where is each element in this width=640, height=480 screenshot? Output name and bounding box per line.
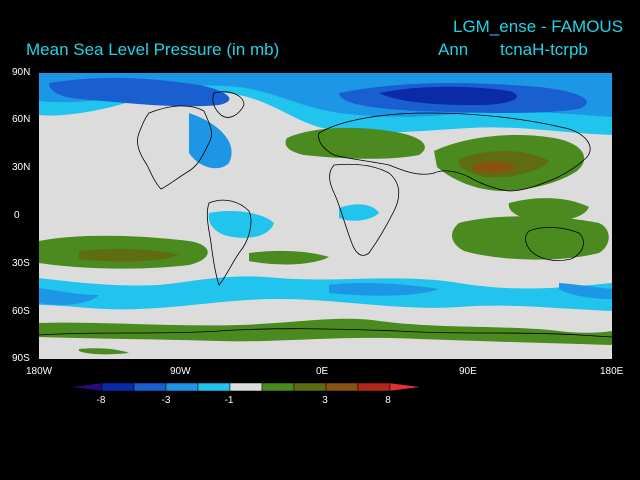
colorbar-cell <box>229 382 263 392</box>
experiment-title: LGM_ense - FAMOUS <box>453 17 624 36</box>
y-tick-0: 0 <box>14 210 20 221</box>
pressure-anomaly-map <box>39 73 612 359</box>
arctic-deep-low <box>379 86 518 105</box>
x-tick-90w: 90W <box>170 366 191 377</box>
africa-coast <box>329 163 400 256</box>
colorbar-cell <box>357 382 391 392</box>
amazon-low <box>208 211 274 238</box>
y-tick-30s: 30S <box>12 258 30 269</box>
x-tick-0e: 0E <box>316 366 329 377</box>
coastlines <box>39 91 612 338</box>
indian-ocean-high <box>452 216 609 260</box>
colorbar-cell <box>70 382 103 392</box>
colorbar-cell <box>293 382 327 392</box>
south-pacific-high-core <box>79 248 179 262</box>
southern-ocean-low <box>39 276 612 311</box>
north-america-coast <box>137 105 212 190</box>
antarctica-coast <box>39 328 612 338</box>
colorbar <box>70 382 423 392</box>
negative-anomaly-regions <box>39 73 612 338</box>
greenland-coast <box>212 91 245 118</box>
colorbar-label-neg1: -1 <box>224 395 234 406</box>
tibet-high-core <box>474 161 517 174</box>
y-tick-90s: 90S <box>12 353 30 364</box>
positive-anomaly-regions <box>39 127 612 355</box>
colorbar-label-3: 3 <box>322 395 328 406</box>
colorbar-cell <box>133 382 167 392</box>
antarctic-high <box>39 318 612 345</box>
map-canvas <box>39 73 612 355</box>
europe-high <box>285 127 425 159</box>
map-title: Mean Sea Level Pressure (in mb) <box>26 40 280 59</box>
colorbar-cell <box>389 382 423 392</box>
x-tick-180e: 180E <box>600 366 624 377</box>
australia-high <box>508 198 589 222</box>
y-tick-60s: 60S <box>12 306 30 317</box>
colorbar-cell <box>325 382 359 392</box>
x-tick-90e: 90E <box>459 366 477 377</box>
colorbar-cell <box>261 382 295 392</box>
difference-label: tcnaH-tcrpb <box>500 40 588 59</box>
africa-low <box>339 204 379 221</box>
eurasia-coast <box>318 112 591 192</box>
australia-coast <box>525 227 584 261</box>
colorbar-cell <box>101 382 135 392</box>
south-atlantic-high <box>249 250 329 265</box>
period-label: Ann <box>438 40 469 59</box>
south-america-coast <box>206 199 252 286</box>
y-tick-60n: 60N <box>12 114 31 125</box>
colorbar-cell <box>197 382 231 392</box>
y-tick-90n: 90N <box>12 67 31 78</box>
antarctic-high-strip <box>79 348 129 355</box>
x-tick-180w: 180W <box>26 366 53 377</box>
colorbar-label-8: 8 <box>385 395 391 406</box>
colorbar-label-neg8: -8 <box>96 395 106 406</box>
north-core-low <box>49 77 230 107</box>
colorbar-label-neg3: -3 <box>161 395 171 406</box>
y-tick-30n: 30N <box>12 162 31 173</box>
colorbar-cell <box>165 382 199 392</box>
